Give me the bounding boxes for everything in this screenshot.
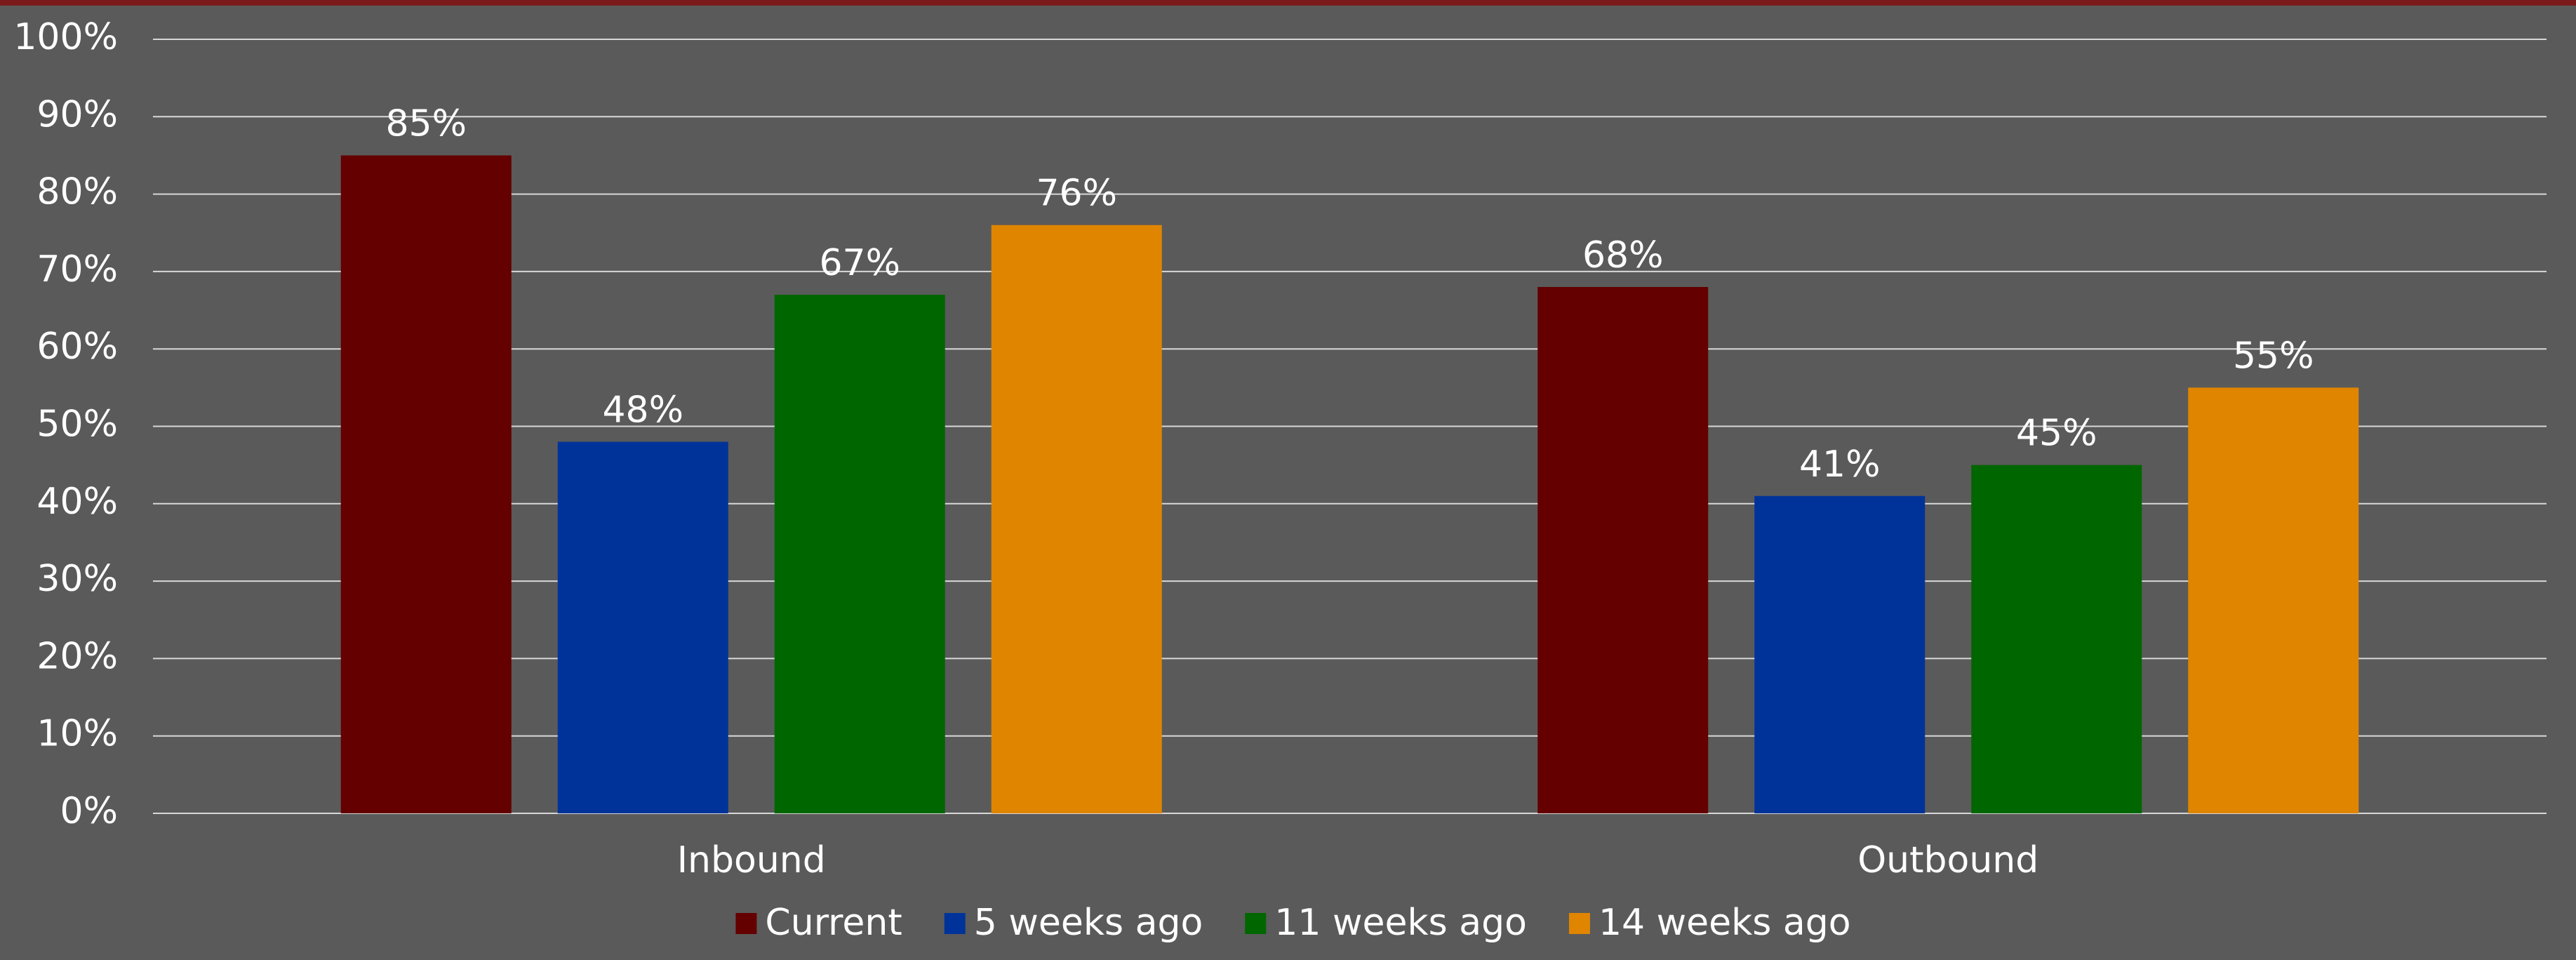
y-tick-label: 90%: [36, 93, 118, 135]
y-tick-label: 40%: [36, 481, 118, 523]
y-tick-label: 100%: [13, 16, 118, 58]
y-tick-label: 0%: [60, 790, 119, 832]
y-tick-label: 70%: [36, 248, 118, 291]
y-tick-label: 80%: [36, 171, 118, 213]
data-label: 85%: [385, 102, 467, 145]
top-border: [0, 0, 2576, 6]
legend-label: 11 weeks ago: [1274, 902, 1527, 944]
data-label: 67%: [819, 242, 900, 284]
y-tick-label: 50%: [36, 404, 118, 446]
bar: [2188, 387, 2358, 813]
data-label: 45%: [2016, 413, 2097, 455]
data-label: 76%: [1036, 173, 1117, 215]
bar: [1754, 496, 1925, 813]
y-tick-label: 60%: [36, 326, 118, 368]
x-tick-label: Outbound: [1857, 839, 2038, 881]
y-tick-label: 30%: [36, 558, 118, 600]
bar: [1537, 287, 1708, 813]
legend-swatch: [1245, 913, 1266, 934]
legend-label: 5 weeks ago: [974, 902, 1203, 944]
legend-label: 14 weeks ago: [1599, 902, 1851, 944]
bar: [775, 295, 945, 813]
legend-swatch: [735, 913, 756, 934]
legend-label: Current: [765, 902, 902, 944]
legend-swatch: [945, 913, 966, 934]
legend-swatch: [1569, 913, 1590, 934]
data-label: 55%: [2233, 335, 2314, 377]
data-label: 68%: [1582, 234, 1664, 276]
y-tick-label: 10%: [36, 713, 118, 755]
bar: [1971, 465, 2142, 813]
x-tick-label: Inbound: [677, 839, 826, 881]
chart: 0% 10% 20% 30% 40% 50% 60% 70% 80% 90% 100% Inbound…: [0, 0, 2576, 960]
data-label: 41%: [1799, 444, 1881, 486]
bar: [992, 225, 1162, 813]
bar: [558, 442, 728, 813]
data-label: 48%: [602, 389, 683, 432]
bar: [341, 155, 512, 813]
y-tick-label: 20%: [36, 635, 118, 677]
